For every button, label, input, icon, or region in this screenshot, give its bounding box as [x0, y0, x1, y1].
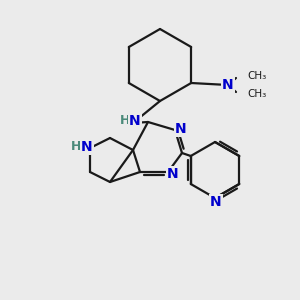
Text: N: N [175, 122, 187, 136]
Text: H: H [71, 140, 81, 154]
Text: CH₃: CH₃ [247, 71, 266, 81]
Text: N: N [129, 114, 141, 128]
Text: N: N [222, 78, 234, 92]
Text: N: N [81, 140, 93, 154]
Text: H: H [120, 115, 130, 128]
Text: N: N [167, 167, 179, 181]
Text: CH₃: CH₃ [247, 89, 266, 99]
Text: N: N [210, 195, 222, 209]
